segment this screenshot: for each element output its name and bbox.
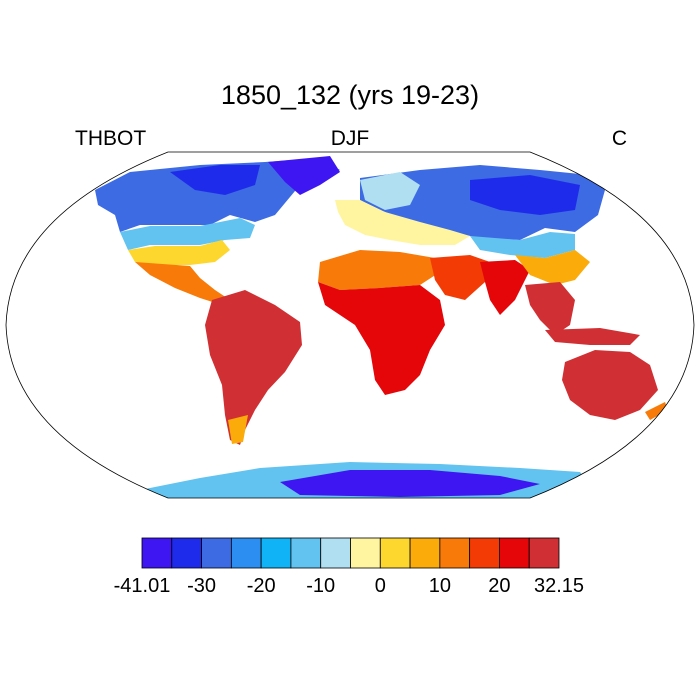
map-boundary — [5, 151, 695, 499]
colorbar-box — [201, 537, 232, 569]
antarctica-interior — [280, 470, 540, 497]
colorbar-box — [469, 537, 500, 569]
africa — [318, 282, 445, 395]
australia — [562, 350, 658, 420]
usa-south — [128, 240, 230, 265]
colorbar-tick-label: -10 — [306, 575, 335, 597]
colorbar-box — [141, 537, 173, 569]
europe — [335, 200, 470, 245]
colorbar-box — [320, 537, 351, 569]
southeast-asia — [525, 282, 575, 335]
season-label: DJF — [330, 127, 370, 150]
variable-label: THBOT — [75, 127, 147, 150]
colorbar-box — [290, 537, 322, 569]
colorbar-tick-label: -30 — [187, 575, 216, 597]
central-asia — [470, 232, 575, 258]
colorbar-box — [528, 537, 560, 569]
north-africa — [318, 250, 440, 290]
colorbar-box — [260, 537, 292, 569]
colorbar-box — [230, 537, 262, 569]
south-america — [205, 290, 302, 445]
mexico — [135, 262, 230, 305]
colorbar-tick-label: 0 — [375, 575, 386, 597]
units-label: C — [611, 127, 627, 150]
colorbar-box — [439, 537, 471, 569]
colorbar-boxes — [141, 537, 560, 569]
colorbar-tick-label: -20 — [247, 575, 276, 597]
middle-east — [430, 255, 490, 300]
colorbar-tick-label: -41.01 — [114, 575, 171, 597]
colorbar-box — [350, 537, 381, 569]
land-regions — [95, 156, 668, 498]
canada-arctic — [170, 165, 260, 195]
scandinavia — [360, 172, 420, 210]
colorbar-box — [171, 537, 202, 569]
new-zealand — [645, 402, 668, 420]
patagonia — [228, 415, 248, 444]
plot-title: 1850_132 (yrs 19-23) — [220, 80, 480, 110]
north-america-cold — [95, 158, 340, 232]
colorbar-tick-label: 20 — [488, 575, 510, 597]
colorbar-box — [499, 537, 530, 569]
east-asia — [515, 250, 590, 285]
india — [480, 260, 530, 315]
colorbar-tick-label: 10 — [429, 575, 451, 597]
indonesia — [545, 328, 640, 345]
siberia-cold — [470, 175, 580, 215]
usa-band — [120, 218, 255, 250]
colorbar-box — [379, 537, 411, 569]
colorbar-tick-label: 32.15 — [534, 575, 584, 597]
colorbar-labels: -41.01 -30 -20 -10 0 10 20 32.15 — [114, 575, 584, 597]
greenland — [268, 156, 340, 195]
colorbar-box — [409, 537, 441, 569]
